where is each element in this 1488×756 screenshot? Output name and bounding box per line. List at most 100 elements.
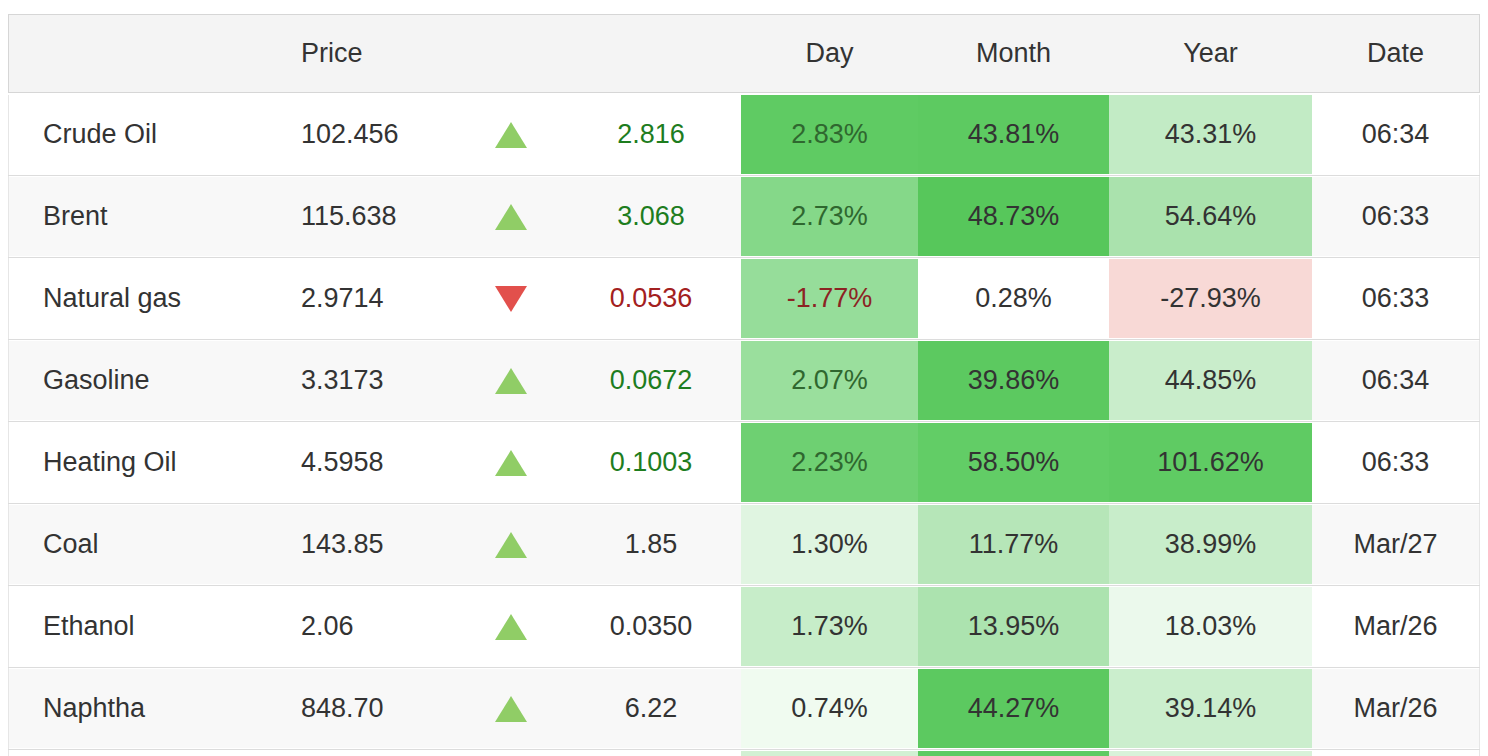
month-cell: 44.27% bbox=[918, 669, 1109, 748]
change-arrow-cell bbox=[461, 259, 561, 338]
date-cell: 06:34 bbox=[1312, 95, 1479, 174]
date-cell: Mar/26 bbox=[1312, 669, 1479, 748]
table-row-naphtha[interactable]: Naphtha 848.70 6.22 0.74% 44.27% 39.14% … bbox=[9, 669, 1479, 748]
day-cell: 1.73% bbox=[741, 587, 918, 666]
price-cell: 143.85 bbox=[293, 505, 461, 584]
year-cell: 38.99% bbox=[1109, 505, 1312, 584]
commodity-name bbox=[9, 751, 293, 756]
change-cell: 6.22 bbox=[561, 669, 741, 748]
day-cell: 2.73% bbox=[741, 177, 918, 256]
table-row-crude-oil[interactable]: Crude Oil 102.456 2.816 2.83% 43.81% 43.… bbox=[9, 95, 1479, 174]
header-arrow-spacer bbox=[461, 15, 561, 92]
change-cell: 0.0350 bbox=[561, 587, 741, 666]
up-arrow-icon bbox=[495, 450, 527, 476]
price-cell bbox=[293, 751, 461, 756]
month-cell: 43.81% bbox=[918, 95, 1109, 174]
month-cell: 13.95% bbox=[918, 587, 1109, 666]
commodity-name[interactable]: Natural gas bbox=[9, 259, 293, 338]
up-arrow-icon bbox=[495, 532, 527, 558]
commodity-name[interactable]: Heating Oil bbox=[9, 423, 293, 502]
table-header: Price Day Month Year Date bbox=[8, 14, 1480, 93]
day-cell: -1.77% bbox=[741, 259, 918, 338]
year-cell: 44.85% bbox=[1109, 341, 1312, 420]
column-header-price[interactable]: Price bbox=[293, 15, 461, 92]
day-cell: 2.23% bbox=[741, 423, 918, 502]
up-arrow-icon bbox=[495, 122, 527, 148]
date-cell: 06:33 bbox=[1312, 177, 1479, 256]
date-cell: 06:33 bbox=[1312, 259, 1479, 338]
change-arrow-cell bbox=[461, 95, 561, 174]
header-name-spacer bbox=[9, 15, 293, 92]
day-cell: 2.83% bbox=[741, 95, 918, 174]
date-cell bbox=[1312, 751, 1479, 756]
up-arrow-icon bbox=[495, 204, 527, 230]
price-cell: 115.638 bbox=[293, 177, 461, 256]
change-arrow-cell bbox=[461, 423, 561, 502]
month-cell: 58.50% bbox=[918, 423, 1109, 502]
header-change-spacer bbox=[561, 15, 741, 92]
table-body: Crude Oil 102.456 2.816 2.83% 43.81% 43.… bbox=[8, 95, 1480, 756]
date-cell: 06:34 bbox=[1312, 341, 1479, 420]
date-cell: Mar/27 bbox=[1312, 505, 1479, 584]
commodity-name[interactable]: Ethanol bbox=[9, 587, 293, 666]
table-row-heating-oil[interactable]: Heating Oil 4.5958 0.1003 2.23% 58.50% 1… bbox=[9, 423, 1479, 502]
date-cell: Mar/26 bbox=[1312, 587, 1479, 666]
year-cell: 18.03% bbox=[1109, 587, 1312, 666]
change-cell: 0.0672 bbox=[561, 341, 741, 420]
table-row-ethanol[interactable]: Ethanol 2.06 0.0350 1.73% 13.95% 18.03% … bbox=[9, 587, 1479, 666]
change-cell: 0.1003 bbox=[561, 423, 741, 502]
year-cell bbox=[1109, 751, 1312, 756]
change-arrow-cell bbox=[461, 587, 561, 666]
month-cell: 48.73% bbox=[918, 177, 1109, 256]
day-cell: 2.07% bbox=[741, 341, 918, 420]
change-arrow-cell bbox=[461, 341, 561, 420]
month-cell: 11.77% bbox=[918, 505, 1109, 584]
change-arrow-cell bbox=[461, 669, 561, 748]
column-header-day[interactable]: Day bbox=[741, 15, 918, 92]
year-cell: 54.64% bbox=[1109, 177, 1312, 256]
up-arrow-icon bbox=[495, 614, 527, 640]
commodity-name[interactable]: Coal bbox=[9, 505, 293, 584]
up-arrow-icon bbox=[495, 696, 527, 722]
date-cell: 06:33 bbox=[1312, 423, 1479, 502]
month-cell bbox=[918, 751, 1109, 756]
commodity-name[interactable]: Naphtha bbox=[9, 669, 293, 748]
change-cell: 3.068 bbox=[561, 177, 741, 256]
month-cell: 0.28% bbox=[918, 259, 1109, 338]
commodity-name[interactable]: Brent bbox=[9, 177, 293, 256]
day-cell bbox=[741, 751, 918, 756]
table-row-natural-gas[interactable]: Natural gas 2.9714 0.0536 -1.77% 0.28% -… bbox=[9, 259, 1479, 338]
change-cell: 2.816 bbox=[561, 95, 741, 174]
change-arrow-cell bbox=[461, 505, 561, 584]
year-cell: 101.62% bbox=[1109, 423, 1312, 502]
change-arrow-cell bbox=[461, 751, 561, 756]
month-cell: 39.86% bbox=[918, 341, 1109, 420]
change-arrow-cell bbox=[461, 177, 561, 256]
up-arrow-icon bbox=[495, 368, 527, 394]
change-cell: 1.85 bbox=[561, 505, 741, 584]
change-cell bbox=[561, 751, 741, 756]
price-cell: 102.456 bbox=[293, 95, 461, 174]
column-header-date[interactable]: Date bbox=[1312, 15, 1479, 92]
table-row-partial[interactable] bbox=[9, 751, 1479, 756]
column-header-month[interactable]: Month bbox=[918, 15, 1109, 92]
table-row-gasoline[interactable]: Gasoline 3.3173 0.0672 2.07% 39.86% 44.8… bbox=[9, 341, 1479, 420]
table-row-brent[interactable]: Brent 115.638 3.068 2.73% 48.73% 54.64% … bbox=[9, 177, 1479, 256]
year-cell: -27.93% bbox=[1109, 259, 1312, 338]
commodity-name[interactable]: Gasoline bbox=[9, 341, 293, 420]
down-arrow-icon bbox=[495, 286, 527, 312]
price-cell: 4.5958 bbox=[293, 423, 461, 502]
price-cell: 3.3173 bbox=[293, 341, 461, 420]
price-cell: 2.9714 bbox=[293, 259, 461, 338]
day-cell: 1.30% bbox=[741, 505, 918, 584]
change-cell: 0.0536 bbox=[561, 259, 741, 338]
table-row-coal[interactable]: Coal 143.85 1.85 1.30% 11.77% 38.99% Mar… bbox=[9, 505, 1479, 584]
day-cell: 0.74% bbox=[741, 669, 918, 748]
year-cell: 39.14% bbox=[1109, 669, 1312, 748]
year-cell: 43.31% bbox=[1109, 95, 1312, 174]
commodity-name[interactable]: Crude Oil bbox=[9, 95, 293, 174]
commodities-table: Price Day Month Year Date Crude Oil 102.… bbox=[8, 14, 1480, 756]
column-header-year[interactable]: Year bbox=[1109, 15, 1312, 92]
price-cell: 848.70 bbox=[293, 669, 461, 748]
price-cell: 2.06 bbox=[293, 587, 461, 666]
